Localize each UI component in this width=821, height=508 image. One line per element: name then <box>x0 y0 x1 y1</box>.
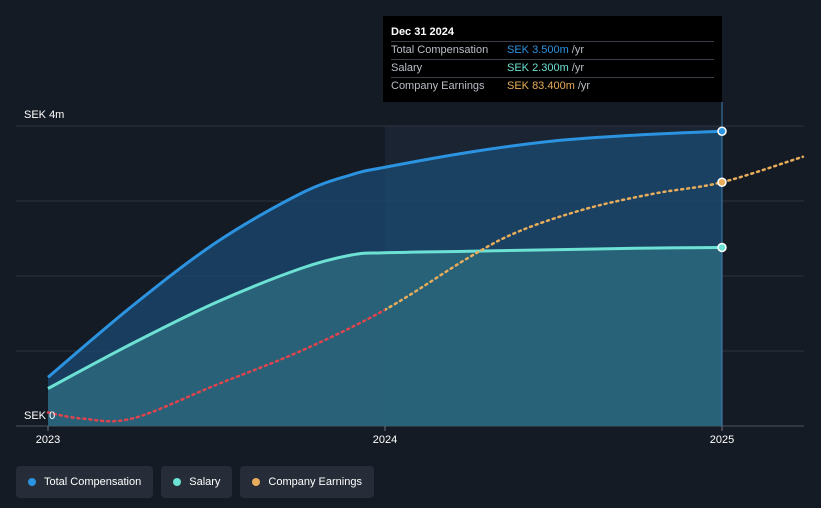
legend-dot-icon <box>173 478 182 486</box>
tooltip-value: SEK 2.300m <box>507 62 569 74</box>
company-earnings-point <box>717 177 727 187</box>
x-tick-label: 2024 <box>373 434 397 446</box>
salary-point <box>717 242 727 253</box>
chart-legend: Total Compensation Salary Company Earnin… <box>16 466 374 498</box>
salary-area <box>48 247 722 426</box>
tooltip-label: Company Earnings <box>391 80 485 92</box>
legend-label: Total Compensation <box>44 476 142 488</box>
tooltip-label: Total Compensation <box>391 44 489 56</box>
x-tick-label: 2023 <box>36 434 60 446</box>
tooltip-unit: /yr <box>577 80 591 92</box>
tooltip-unit: /yr <box>571 44 584 56</box>
tooltip-value: SEK 83.400m <box>507 80 575 92</box>
tooltip-label: Salary <box>391 62 423 74</box>
legend-item-salary[interactable]: Salary <box>161 466 233 498</box>
tooltip-unit: /yr <box>571 62 584 74</box>
total-compensation-point <box>717 126 727 136</box>
tooltip-date: Dec 31 2024 <box>391 26 454 38</box>
legend-dot-icon <box>252 478 261 486</box>
legend-item-total-compensation[interactable]: Total Compensation <box>16 466 154 498</box>
legend-label: Company Earnings <box>268 476 362 488</box>
tooltip-value: SEK 3.500m <box>507 44 569 56</box>
salary-line <box>47 246 723 390</box>
legend-label: Salary <box>189 476 221 488</box>
tooltip-row-total-compensation: Total Compensation SEK 3.500m /yr <box>391 41 714 59</box>
total-compensation-line <box>47 129 723 379</box>
legend-item-company-earnings[interactable]: Company Earnings <box>240 466 374 498</box>
tooltip-row-salary: Salary SEK 2.300m /yr <box>391 59 714 77</box>
y-tick-label: SEK 0 <box>24 410 55 422</box>
company-earnings-line <box>385 155 805 312</box>
tooltip-row-company-earnings: Company Earnings SEK 83.400m /yr <box>391 77 714 95</box>
y-tick-label: SEK 4m <box>24 109 64 121</box>
chart-tooltip: Dec 31 2024 Total Compensation SEK 3.500… <box>383 16 722 102</box>
legend-dot-icon <box>28 478 36 486</box>
x-tick-label: 2025 <box>710 434 734 446</box>
company-earnings-line-loss <box>46 308 385 423</box>
